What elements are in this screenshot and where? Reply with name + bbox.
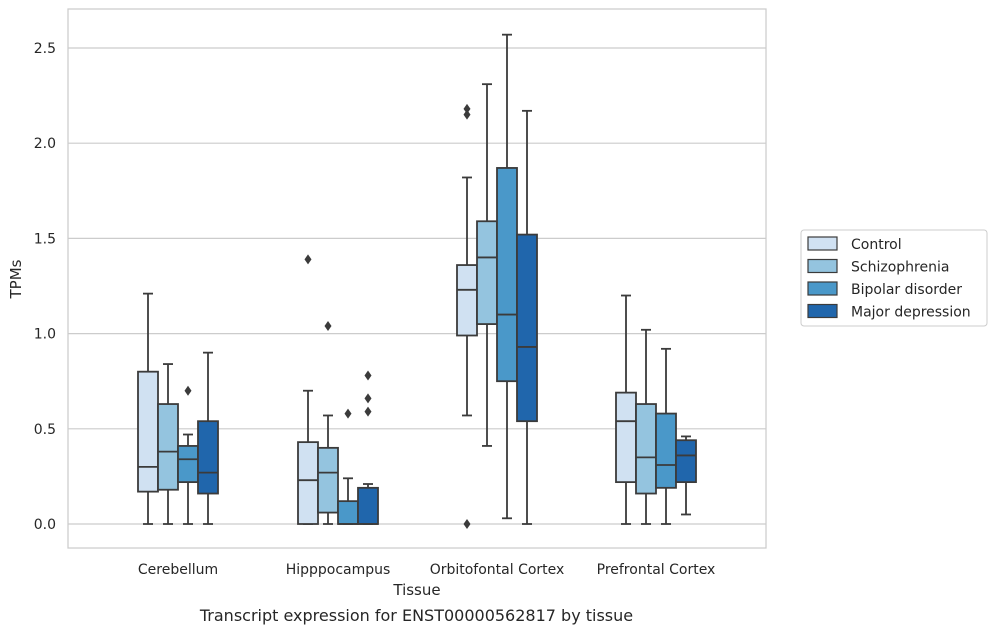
box-body bbox=[317, 446, 339, 514]
outlier-point bbox=[364, 393, 372, 404]
box-body bbox=[297, 441, 319, 525]
outlier-point bbox=[463, 109, 471, 120]
box-body bbox=[675, 439, 697, 484]
box-schizophrenia bbox=[476, 83, 498, 447]
box-body bbox=[516, 233, 538, 423]
legend-swatch bbox=[807, 258, 838, 274]
box-major-depression bbox=[675, 435, 697, 516]
x-tick-label: Cerebellum bbox=[138, 562, 218, 578]
legend-label: Control bbox=[851, 237, 902, 253]
y-tick-label: 2.0 bbox=[34, 136, 56, 152]
legend-label: Bipolar disorder bbox=[851, 282, 962, 298]
box-body bbox=[157, 403, 179, 491]
box-body bbox=[337, 500, 359, 525]
legend-frame bbox=[800, 229, 988, 327]
outlier-point bbox=[364, 370, 372, 381]
x-tick-label: Orbitofontal Cortex bbox=[430, 562, 565, 578]
box-schizophrenia bbox=[317, 320, 339, 525]
legend-swatch bbox=[807, 303, 838, 319]
box-bipolar-disorder bbox=[655, 347, 677, 525]
legend-swatch bbox=[807, 236, 838, 251]
box-body bbox=[177, 445, 199, 484]
box-control bbox=[297, 254, 319, 525]
box-major-depression bbox=[516, 109, 538, 525]
box-body bbox=[496, 167, 518, 383]
box-major-depression bbox=[197, 351, 219, 525]
y-tick-label: 2.5 bbox=[34, 41, 56, 57]
box-control bbox=[615, 294, 637, 525]
outlier-point bbox=[324, 320, 332, 331]
legend: Control Schizophrenia Bipolar disorder Majo… bbox=[800, 229, 988, 327]
outlier-point bbox=[184, 385, 192, 396]
box-body bbox=[655, 412, 677, 489]
x-tick-label: Prefrontal Cortex bbox=[597, 562, 716, 578]
box-body bbox=[615, 391, 637, 484]
box-major-depression bbox=[357, 370, 379, 525]
y-tick-label: 1.5 bbox=[34, 231, 56, 247]
legend-label: Major depression bbox=[851, 305, 971, 321]
x-axis: Cerebellum Hipppocampus Orbitofontal Corte… bbox=[138, 562, 715, 578]
box-bipolar-disorder bbox=[337, 408, 359, 525]
box-body bbox=[197, 420, 219, 495]
box-body bbox=[137, 370, 159, 493]
outlier-point bbox=[463, 103, 471, 114]
legend-swatch bbox=[807, 281, 838, 296]
y-tick-label: 0.0 bbox=[34, 517, 56, 533]
x-tick-label: Hipppocampus bbox=[286, 562, 391, 578]
box-bipolar-disorder bbox=[177, 385, 199, 525]
y-axis: 0.0 0.5 1.0 1.5 2.0 2.5 bbox=[34, 41, 56, 533]
boxes bbox=[137, 33, 697, 529]
box-body bbox=[635, 403, 657, 495]
y-tick-label: 1.0 bbox=[34, 327, 56, 343]
y-tick-label: 0.5 bbox=[34, 422, 56, 438]
box-body bbox=[456, 264, 478, 337]
y-axis-label: TPMs bbox=[7, 259, 25, 299]
box-control bbox=[456, 103, 478, 529]
outlier-point bbox=[304, 254, 312, 265]
chart-caption: Transcript expression for ENST0000056281… bbox=[199, 606, 634, 625]
outlier-point bbox=[364, 406, 372, 417]
x-axis-label: Tissue bbox=[392, 581, 440, 599]
outlier-point bbox=[344, 408, 352, 419]
box-body bbox=[357, 486, 379, 525]
box-body bbox=[476, 220, 498, 325]
outlier-point bbox=[463, 519, 471, 529]
legend-label: Schizophrenia bbox=[851, 260, 949, 276]
